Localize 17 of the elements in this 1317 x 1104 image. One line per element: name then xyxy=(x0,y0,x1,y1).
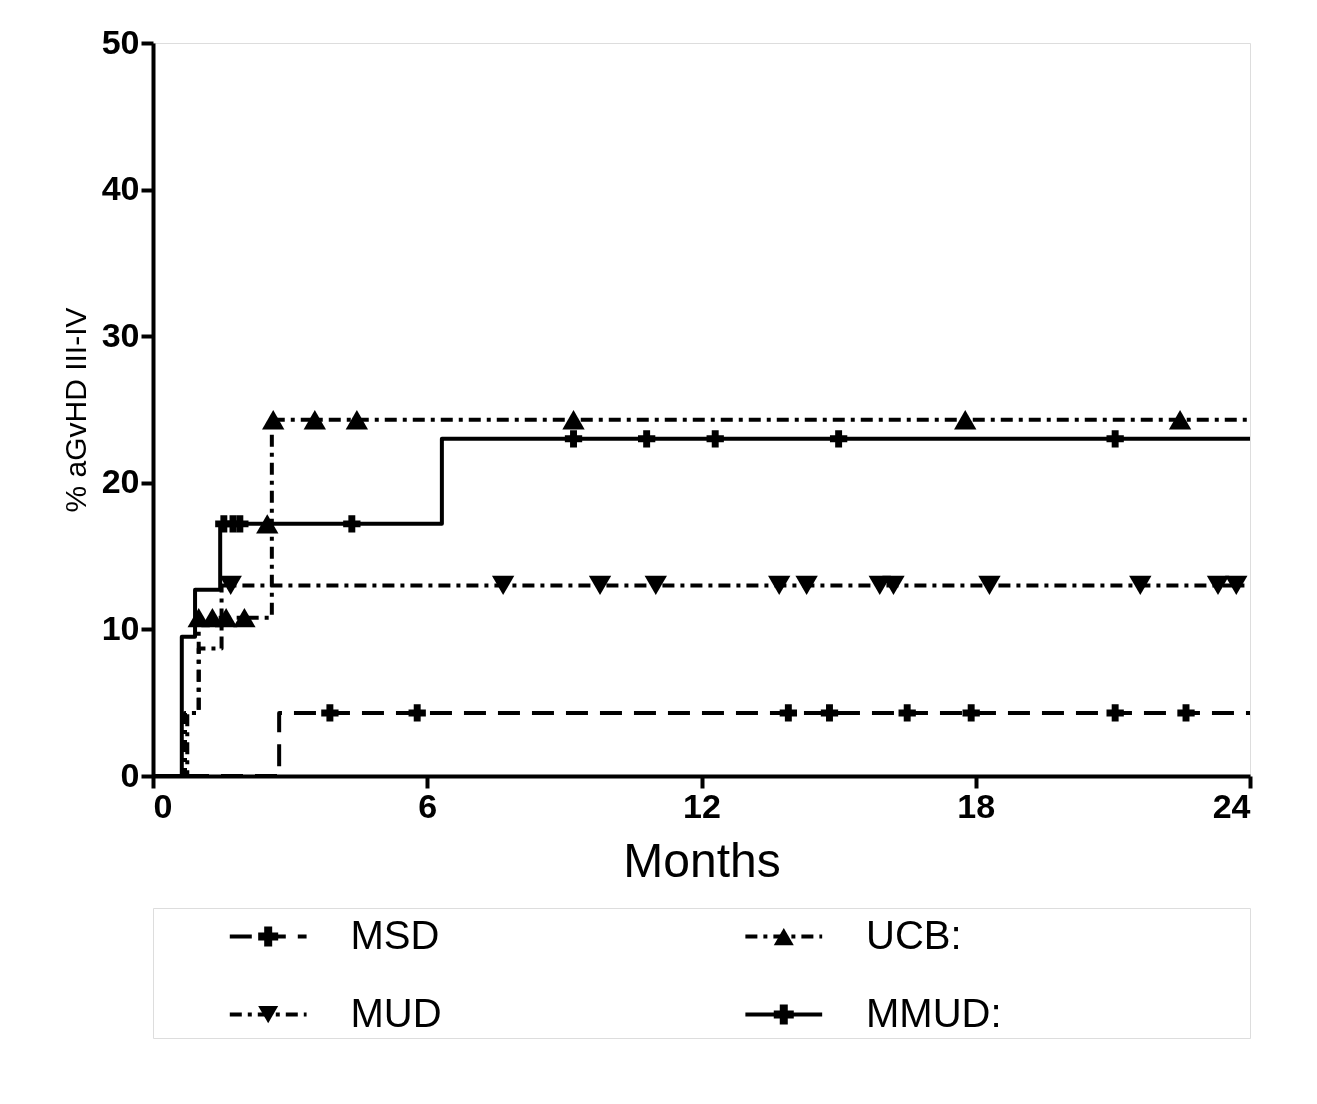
legend-label: MSD xyxy=(350,912,440,957)
legend-label: MUD xyxy=(350,990,442,1035)
y-tick-label: 0 xyxy=(120,755,140,794)
y-tick-label: 10 xyxy=(101,608,140,647)
x-tick-label: 0 xyxy=(153,786,173,825)
x-tick-label: 24 xyxy=(1212,786,1251,825)
legend-label: MMUD: xyxy=(866,990,1002,1035)
y-tick-label: 20 xyxy=(101,462,140,501)
x-axis-title: Months xyxy=(623,833,781,887)
y-tick-label: 40 xyxy=(101,169,140,208)
y-axis-title: % aGvHD III-IV xyxy=(58,307,92,513)
x-tick-label: 12 xyxy=(683,786,721,825)
y-tick-label: 50 xyxy=(101,22,140,61)
legend-label: UCB: xyxy=(866,912,962,957)
x-tick-label: 6 xyxy=(418,786,438,825)
y-tick-label: 30 xyxy=(101,315,140,354)
x-tick-label: 18 xyxy=(957,786,996,825)
